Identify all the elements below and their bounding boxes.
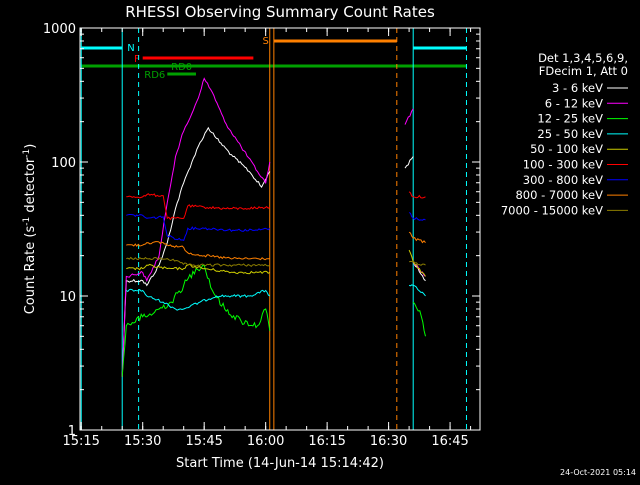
series-line-6-12-kev: [121, 77, 271, 377]
series-line-3-6-kev: [404, 156, 414, 169]
series-line-25-50-kev: [408, 284, 426, 297]
series-line-300-800-kev: [126, 214, 271, 242]
flag-label-n: N: [127, 43, 134, 54]
x-axis-ticks: 15:15 15:30 15:45 16:00 16:15 16:30 16:45: [62, 28, 472, 449]
legend-label-50-100-kev: 50 - 100 keV: [530, 142, 603, 156]
x-tick-label-15-30: 15:30: [124, 434, 161, 449]
series-line-25-50-kev: [126, 288, 271, 311]
flag-label-f: F: [134, 54, 140, 65]
y-tick-label-1000: 1000: [43, 22, 76, 37]
series-line-12-25-kev: [412, 301, 426, 337]
vertical-lines-group: [80, 28, 467, 430]
legend: Det 1,3,4,5,6,9,FDecim 1, Att 0 3 - 6 keV…: [501, 51, 628, 217]
series-line-12-25-kev: [121, 264, 271, 377]
y-tick-label-1: 1: [68, 424, 76, 439]
y-axis-label: Count Rate (s-1 detector-1): [22, 144, 38, 315]
legend-header-line: Det 1,3,4,5,6,9,: [538, 51, 628, 65]
y-tick-label-10: 10: [59, 290, 76, 305]
y-axis-ticks: 1 10 100 1000: [43, 22, 480, 439]
series-line-3-6-kev: [412, 261, 426, 282]
series-line-100-300-kev: [126, 193, 271, 221]
series-line-800-7000-kev: [126, 241, 270, 261]
flag-label-rd6: RD6: [144, 70, 165, 81]
x-tick-label-15-15: 15:15: [62, 434, 99, 449]
x-axis-label: Start Time (14-Jun-14 15:14:42): [176, 456, 384, 471]
legend-header-line: FDecim 1, Att 0: [539, 64, 628, 78]
flag-label-rd0: RD0: [171, 62, 192, 73]
series-line-300-800-kev: [408, 212, 426, 221]
series-line-50-100-kev: [408, 249, 426, 277]
y-tick-label-100: 100: [51, 156, 76, 171]
legend-label-25-50-kev: 25 - 50 keV: [537, 127, 603, 141]
x-tick-label-16-00: 16:00: [247, 434, 284, 449]
x-tick-label-16-15: 16:15: [308, 434, 345, 449]
legend-label-800-7000-kev: 800 - 7000 keV: [515, 188, 603, 202]
series-line-800-7000-kev: [408, 231, 426, 244]
legend-label-6-12-kev: 6 - 12 keV: [545, 96, 603, 110]
series-line-7000-15000-kev: [126, 256, 271, 267]
plot-frame: [79, 27, 481, 431]
x-tick-label-16-30: 16:30: [370, 434, 407, 449]
series-line-50-100-kev: [126, 263, 271, 275]
legend-label-7000-15000-kev: 7000 - 15000 keV: [501, 203, 603, 217]
series-line-3-6-kev: [121, 126, 271, 377]
legend-label-12-25-kev: 12 - 25 keV: [537, 112, 603, 126]
x-tick-label-16-45: 16:45: [431, 434, 468, 449]
chart-title: RHESSI Observing Summary Count Rates: [125, 3, 435, 21]
flag-label-s: S: [262, 36, 268, 47]
legend-label-300-800-kev: 300 - 800 keV: [523, 173, 603, 187]
series-group: [121, 77, 426, 377]
x-tick-label-15-45: 15:45: [185, 434, 222, 449]
timestamp: 24-Oct-2021 05:14: [560, 468, 636, 477]
series-line-6-12-kev: [404, 108, 414, 125]
series-line-100-300-kev: [408, 191, 426, 199]
legend-label-3-6-kev: 3 - 6 keV: [552, 81, 603, 95]
series-line-7000-15000-kev: [408, 260, 426, 266]
legend-label-100-300-kev: 100 - 300 keV: [523, 158, 603, 172]
